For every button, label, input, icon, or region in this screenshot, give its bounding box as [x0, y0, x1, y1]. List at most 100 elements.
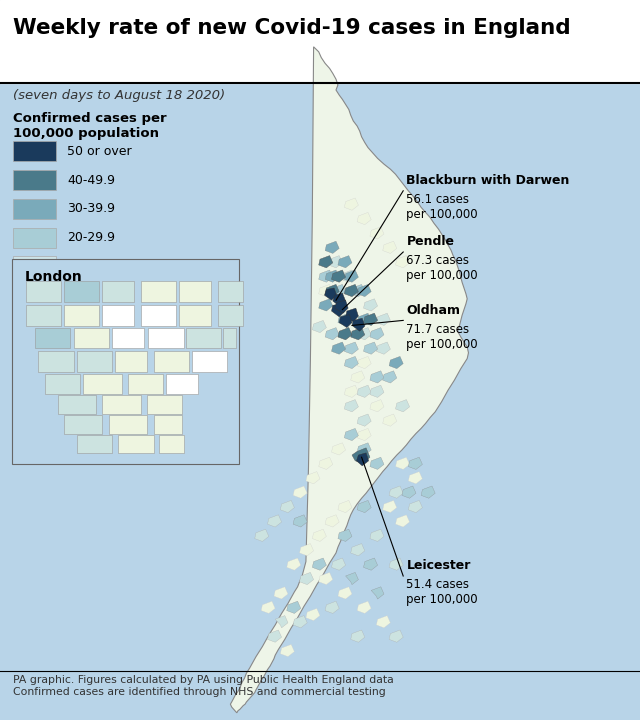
Text: 40-49.9: 40-49.9 [67, 174, 115, 186]
Polygon shape [335, 300, 348, 313]
Polygon shape [351, 630, 365, 642]
Text: Weekly rate of new Covid-19 cases in England: Weekly rate of new Covid-19 cases in Eng… [13, 18, 570, 38]
Polygon shape [389, 630, 403, 642]
Text: 30-39.9: 30-39.9 [67, 202, 115, 215]
Text: Oldham: Oldham [406, 304, 460, 317]
Bar [64, 305, 99, 326]
Polygon shape [287, 558, 301, 570]
Bar [186, 328, 221, 348]
Polygon shape [351, 284, 365, 297]
Bar [109, 415, 147, 434]
Bar [12, 259, 239, 464]
Polygon shape [370, 371, 384, 383]
Polygon shape [325, 515, 339, 527]
Polygon shape [344, 385, 358, 397]
Bar [154, 415, 182, 434]
Polygon shape [338, 529, 352, 541]
Polygon shape [312, 558, 326, 570]
Polygon shape [339, 315, 352, 328]
Polygon shape [357, 212, 371, 225]
Text: Blackburn with Darwen: Blackburn with Darwen [406, 174, 570, 187]
Polygon shape [319, 256, 333, 268]
Polygon shape [357, 414, 371, 426]
Polygon shape [293, 616, 307, 628]
Bar [141, 281, 176, 302]
Polygon shape [306, 608, 320, 621]
Polygon shape [332, 443, 346, 455]
Polygon shape [312, 320, 326, 333]
Polygon shape [351, 371, 365, 383]
Polygon shape [389, 356, 403, 369]
Polygon shape [357, 313, 371, 325]
Polygon shape [338, 500, 352, 513]
Polygon shape [332, 342, 346, 354]
Polygon shape [376, 616, 390, 628]
Polygon shape [376, 313, 390, 325]
Text: 0.1-9.9: 0.1-9.9 [67, 289, 111, 302]
Bar [45, 374, 80, 394]
Text: 20-29.9: 20-29.9 [67, 231, 115, 244]
Bar [38, 351, 74, 372]
Polygon shape [408, 472, 422, 484]
Text: London: London [24, 270, 82, 284]
Polygon shape [357, 601, 371, 613]
Polygon shape [280, 500, 294, 513]
Polygon shape [357, 356, 371, 369]
Bar [102, 395, 141, 414]
Polygon shape [312, 529, 326, 541]
Bar [166, 374, 198, 394]
Bar [223, 328, 236, 348]
Bar [26, 281, 61, 302]
Polygon shape [325, 601, 339, 613]
Polygon shape [344, 284, 358, 297]
Polygon shape [324, 288, 337, 300]
Polygon shape [325, 241, 339, 253]
Polygon shape [344, 428, 358, 441]
Polygon shape [344, 356, 358, 369]
Bar [141, 305, 176, 326]
Bar [64, 281, 99, 302]
Polygon shape [396, 256, 410, 268]
Bar [13, 256, 56, 276]
Bar [102, 305, 134, 326]
Bar [35, 328, 70, 348]
Bar [83, 374, 122, 394]
Polygon shape [280, 644, 294, 657]
Polygon shape [383, 500, 397, 513]
Bar [13, 170, 56, 190]
Bar [77, 435, 112, 454]
Polygon shape [300, 544, 314, 556]
Polygon shape [332, 304, 344, 317]
Polygon shape [383, 371, 397, 383]
Bar [159, 435, 184, 454]
Polygon shape [364, 313, 378, 325]
Polygon shape [370, 385, 384, 397]
Bar [13, 199, 56, 219]
Polygon shape [344, 400, 358, 412]
Polygon shape [357, 385, 371, 397]
Polygon shape [356, 453, 369, 466]
Polygon shape [261, 601, 275, 613]
Polygon shape [364, 558, 378, 570]
Bar [64, 415, 102, 434]
Polygon shape [352, 448, 370, 464]
Polygon shape [344, 342, 358, 354]
Bar [218, 281, 243, 302]
Bar [26, 305, 61, 326]
Polygon shape [338, 256, 352, 268]
Polygon shape [332, 558, 346, 570]
Text: 67.3 cases
per 100,000: 67.3 cases per 100,000 [406, 254, 478, 282]
Bar [128, 374, 163, 394]
Polygon shape [364, 299, 378, 311]
Polygon shape [408, 457, 422, 469]
Bar [102, 281, 134, 302]
Text: 56.1 cases
per 100,000: 56.1 cases per 100,000 [406, 193, 478, 221]
Polygon shape [346, 572, 358, 585]
Polygon shape [357, 500, 371, 513]
Polygon shape [319, 299, 333, 311]
Polygon shape [293, 486, 307, 498]
Polygon shape [370, 328, 384, 340]
Polygon shape [357, 328, 371, 340]
Text: Leicester: Leicester [406, 559, 471, 572]
Polygon shape [319, 572, 333, 585]
